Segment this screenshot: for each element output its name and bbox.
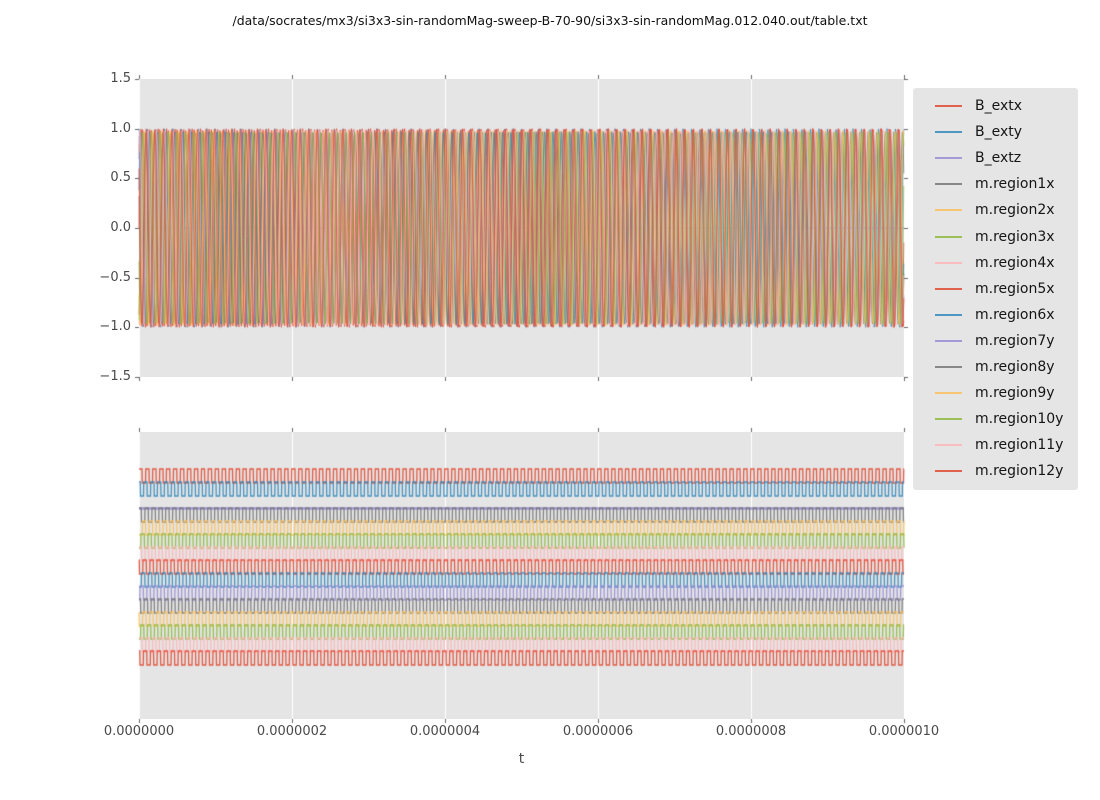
- y-tick-label: −1.5: [99, 369, 131, 384]
- legend-line-swatch: [935, 287, 962, 290]
- legend-line-swatch: [935, 183, 962, 186]
- legend-line-swatch: [935, 261, 962, 264]
- legend-line-swatch: [935, 470, 962, 473]
- legend-line-swatch: [935, 157, 962, 160]
- legend-entry: m.region1x: [913, 171, 1078, 197]
- figure-title: /data/socrates/mx3/si3x3-sin-randomMag-s…: [232, 13, 868, 28]
- legend: B_extx B_exty B_extz m.region1x m.region2x m.…: [913, 88, 1078, 490]
- y-tick-label: 0.5: [110, 170, 131, 186]
- legend-line-swatch: [935, 209, 962, 212]
- legend-entry: m.region8y: [913, 354, 1078, 380]
- legend-entry-label: m.region7y: [975, 332, 1055, 349]
- legend-entry: m.region7y: [913, 328, 1078, 354]
- legend-entry-label: m.region3x: [975, 228, 1055, 245]
- legend-entry: m.region9y: [913, 380, 1078, 406]
- legend-entry: m.region10y: [913, 406, 1078, 432]
- legend-entry-label: m.region9y: [975, 385, 1055, 402]
- legend-entry: m.region2x: [913, 197, 1078, 223]
- legend-entry-label: m.region4x: [975, 254, 1055, 271]
- legend-entry-label: B_extx: [975, 98, 1023, 115]
- x-tick-label: 0.0000004: [409, 724, 481, 739]
- legend-entry-label: m.region5x: [975, 280, 1055, 297]
- y-tick-label: −0.5: [99, 269, 131, 285]
- y-tick-label: 0.0: [110, 220, 131, 235]
- legend-entry: B_extx: [913, 93, 1078, 119]
- x-tick-label: 0.0000002: [256, 724, 328, 739]
- legend-entry-label: B_exty: [975, 124, 1023, 141]
- legend-entry-label: m.region8y: [975, 358, 1055, 375]
- y-tick-label: −1.0: [99, 319, 131, 335]
- legend-entry-label: m.region1x: [975, 176, 1055, 193]
- legend-line-swatch: [935, 339, 962, 342]
- x-tick-label: 0.0000006: [562, 724, 634, 739]
- x-tick-label: 0.0000008: [715, 724, 787, 739]
- legend-entry-label: m.region11y: [975, 437, 1064, 454]
- legend-entry-label: m.region12y: [975, 463, 1064, 480]
- x-tick-label: 0.0000010: [868, 724, 940, 739]
- legend-line-swatch: [935, 444, 962, 447]
- legend-line-swatch: [935, 235, 962, 238]
- legend-entry: m.region12y: [913, 458, 1078, 484]
- legend-entry: m.region4x: [913, 250, 1078, 276]
- legend-entry: m.region3x: [913, 223, 1078, 249]
- legend-line-swatch: [935, 418, 962, 421]
- legend-line-swatch: [935, 105, 962, 108]
- legend-entry: m.region11y: [913, 432, 1078, 458]
- legend-entry: B_extz: [913, 145, 1078, 171]
- legend-entry: m.region6x: [913, 302, 1078, 328]
- legend-entry-label: m.region10y: [975, 411, 1064, 428]
- legend-line-swatch: [935, 131, 962, 134]
- legend-entry-label: m.region6x: [975, 306, 1055, 323]
- y-tick-label: 1.5: [110, 71, 131, 86]
- legend-line-swatch: [935, 392, 962, 395]
- legend-line-swatch: [935, 313, 962, 316]
- x-tick-label: 0.0000000: [103, 724, 175, 739]
- legend-entry: B_exty: [913, 119, 1078, 145]
- x-axis-label: t: [518, 751, 525, 767]
- y-tick-label: 1.0: [110, 120, 131, 136]
- legend-entry: m.region5x: [913, 276, 1078, 302]
- legend-entry-label: B_extz: [975, 150, 1022, 167]
- legend-entry-label: m.region2x: [975, 202, 1055, 219]
- legend-line-swatch: [935, 365, 962, 368]
